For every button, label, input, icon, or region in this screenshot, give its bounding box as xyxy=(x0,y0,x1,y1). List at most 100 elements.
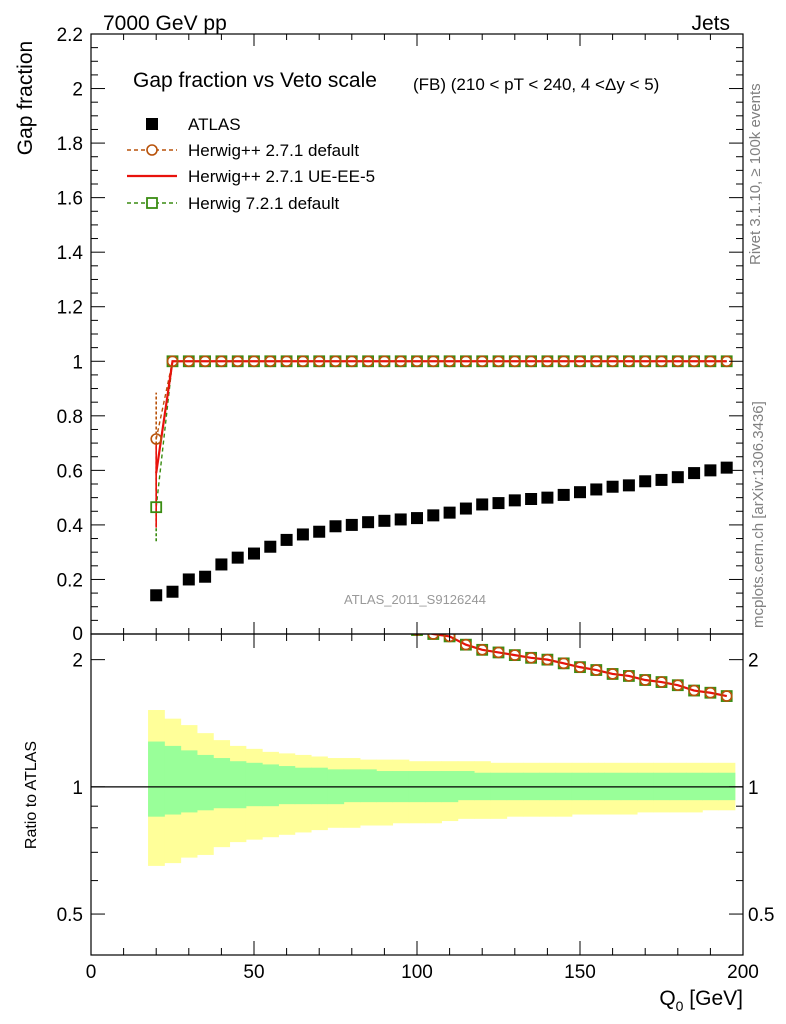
uncertainty-band-inner xyxy=(278,766,296,805)
atlas-data-point xyxy=(492,497,505,510)
atlas-data-point xyxy=(671,471,684,484)
herwig-pp-default-marker xyxy=(248,355,260,368)
watermark: ATLAS_2011_S9126244 xyxy=(344,592,486,607)
herwig-pp-default-marker xyxy=(525,355,537,368)
herwig-pp-default-marker xyxy=(183,355,195,368)
ratio-herwig-pp-default-marker xyxy=(396,623,406,633)
main-y-tick-label: 1.2 xyxy=(57,298,83,319)
uncertainty-band-inner xyxy=(359,769,377,803)
ratio-herwig-pp-ueee5-line xyxy=(428,634,727,698)
herwig-pp-default-marker xyxy=(508,355,521,368)
atlas-data-point xyxy=(606,480,619,493)
atlas-data-point xyxy=(459,502,472,515)
herwig-pp-default-marker xyxy=(639,355,652,368)
herwig-pp-default-marker xyxy=(166,355,179,368)
main-y-tick-label: 2.2 xyxy=(57,25,83,46)
atlas-data-point xyxy=(199,570,212,583)
ratio-herwig-pp-default-marker xyxy=(655,676,668,688)
x-axis-label-unit: [GeV] xyxy=(683,987,743,1010)
ratio-herwig-pp-default-marker xyxy=(606,668,619,680)
ratio-herwig-pp-default-marker xyxy=(460,638,472,651)
main-y-tick-label: 0.8 xyxy=(57,407,83,428)
uncertainty-band-inner xyxy=(213,758,231,809)
legend-label-herwig-pp-default: Herwig++ 2.7.1 default xyxy=(188,141,359,160)
uncertainty-band-inner xyxy=(164,745,182,815)
ratio-herwig-pp-default-marker xyxy=(688,684,700,697)
atlas-data-point xyxy=(476,498,489,511)
ratio-y-tick-label-right: 1 xyxy=(748,778,759,799)
atlas-data-point xyxy=(704,464,717,477)
herwig-pp-default-marker xyxy=(427,355,440,368)
main-y-tick-label: 2 xyxy=(72,80,83,101)
atlas-data-point xyxy=(443,506,456,519)
herwig-pp-default-marker xyxy=(394,355,407,368)
legend-marker-atlas xyxy=(146,118,158,130)
main-subtitle: (FB) (210 < pT < 240, 4 <Δy < 5) xyxy=(413,75,659,94)
atlas-data-point xyxy=(622,479,635,492)
atlas-data-point xyxy=(329,520,342,533)
legend: ATLAS Herwig++ 2.7.1 default Herwig++ 2.7.… xyxy=(127,115,375,213)
atlas-data-point xyxy=(248,547,260,560)
uncertainty-band-inner xyxy=(262,764,279,807)
herwig-pp-default-marker xyxy=(606,355,619,368)
herwig-pp-default-marker xyxy=(623,355,635,368)
herwig-pp-default-marker xyxy=(215,355,228,368)
atlas-data-point xyxy=(345,518,358,531)
herwig-pp-default-marker xyxy=(313,355,326,368)
ratio-herwig-pp-default-marker xyxy=(443,634,456,643)
legend-label-herwig7: Herwig 7.2.1 default xyxy=(188,194,339,213)
main-y-tick-label: 0.2 xyxy=(57,570,83,591)
main-y-tick-label: 1.4 xyxy=(57,243,84,264)
herwig-pp-default-marker xyxy=(541,355,554,368)
main-title: Gap fraction vs Veto scale xyxy=(133,69,377,92)
atlas-data-point xyxy=(557,488,570,501)
herwig-pp-default-line xyxy=(155,360,727,440)
main-y-tick-label: 0.6 xyxy=(57,461,83,482)
x-tick-label: 100 xyxy=(401,962,433,983)
herwig-pp-default-marker xyxy=(378,355,391,368)
atlas-data-point xyxy=(296,528,309,541)
side-label-mcplots: mcplots.cern.ch [arXiv:1306.3436] xyxy=(750,401,767,628)
herwig-pp-default-marker xyxy=(329,355,342,368)
herwig-pp-default-marker xyxy=(199,355,211,368)
atlas-data-point xyxy=(394,513,407,526)
atlas-data-point xyxy=(688,467,701,480)
ratio-herwig-pp-default-marker xyxy=(720,690,733,702)
atlas-data-point xyxy=(182,573,195,586)
main-y-tick-label: 1 xyxy=(72,352,83,373)
main-y-tick-label: 0.4 xyxy=(57,516,84,537)
ratio-herwig7-marker xyxy=(396,623,406,633)
x-tick-label: 50 xyxy=(243,962,264,983)
ratio-y-axis-label: Ratio to ATLAS xyxy=(23,741,40,849)
ratio-herwig-pp-default-marker xyxy=(704,686,717,699)
side-label-rivet: Rivet 3.1.10, ≥ 100k events xyxy=(747,83,764,265)
atlas-data-point xyxy=(215,558,228,571)
ratio-plot: 0.5 0.51 12 20 50 100 150 200 Ratio to ATLAS Q0… xyxy=(23,623,774,1014)
ratio-y-tick-label: 2 xyxy=(72,651,83,672)
atlas-data-point xyxy=(427,509,440,522)
herwig-pp-default-marker xyxy=(345,355,358,368)
ratio-data-area xyxy=(91,623,743,866)
ratio-herwig-pp-default-marker xyxy=(623,670,635,682)
herwig-pp-default-marker xyxy=(655,355,668,368)
atlas-data-point xyxy=(166,585,179,598)
x-axis-label-main: Q xyxy=(659,987,675,1010)
uncertainty-band-inner xyxy=(343,769,361,803)
main-plot: 0.2 0.4 0.6 0.8 1 1.2 1.4 1.6 1.8 2 2.2 0 Gap fract… xyxy=(14,25,744,645)
ratio-herwig-pp-default-marker xyxy=(557,657,570,670)
header-left: 7000 GeV pp xyxy=(103,12,227,35)
x-tick-label: 0 xyxy=(86,962,97,983)
uncertainty-band-inner xyxy=(180,750,198,813)
atlas-data-point xyxy=(525,493,538,505)
atlas-data-point xyxy=(411,512,423,525)
main-y-axis-label: Gap fraction xyxy=(14,41,37,155)
main-y-zero-label: 0 xyxy=(72,624,83,645)
ratio-y-tick-label-right: 2 xyxy=(748,651,759,672)
atlas-data-point xyxy=(231,551,244,564)
atlas-data-point xyxy=(655,473,668,486)
atlas-data-point xyxy=(508,494,521,507)
atlas-data-point xyxy=(541,491,554,504)
herwig-pp-default-marker xyxy=(704,355,717,368)
atlas-data-point xyxy=(720,461,733,474)
herwig-pp-default-marker xyxy=(688,355,700,368)
